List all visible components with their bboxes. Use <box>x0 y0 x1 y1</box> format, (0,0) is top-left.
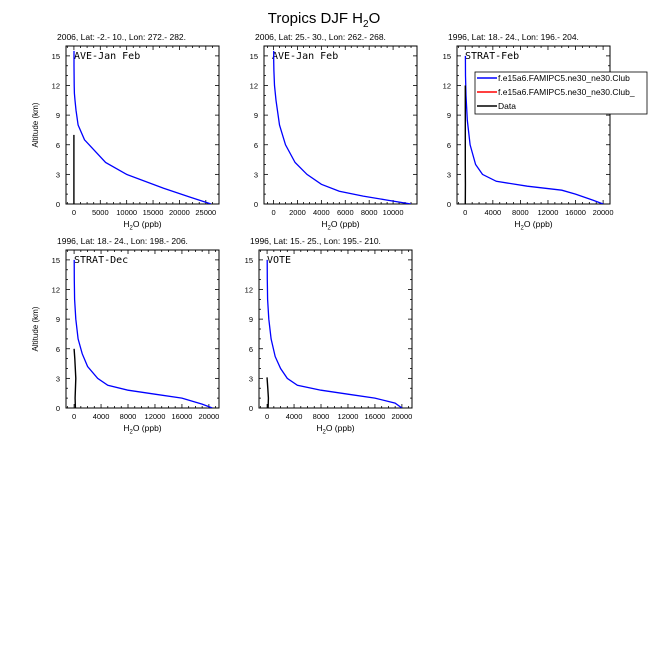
y-tick-label: 12 <box>52 286 60 295</box>
x-tick-label: 20000 <box>169 208 190 217</box>
legend: f.e15a6.FAMIPC5.ne30_ne30.Club f.e15a6.FA… <box>475 72 647 114</box>
panel-header: 1996, Lat: 18.- 24., Lon: 196.- 204. <box>448 32 579 42</box>
x-tick-label: 4000 <box>484 208 501 217</box>
x-tick-label: 25000 <box>195 208 216 217</box>
y-tick-label: 15 <box>443 52 451 61</box>
x-tick-label: 4000 <box>286 412 303 421</box>
panel-header: 2006, Lat: -2.- 10., Lon: 272.- 282. <box>57 32 186 42</box>
y-tick-label: 0 <box>249 404 253 413</box>
y-tick-label: 15 <box>52 256 60 265</box>
y-tick-label: 0 <box>56 404 60 413</box>
x-tick-label: 5000 <box>92 208 109 217</box>
x-tick-label: 20000 <box>391 412 412 421</box>
y-tick-label: 15 <box>245 256 253 265</box>
y-tick-label: 3 <box>249 374 253 383</box>
y-tick-label: 9 <box>249 315 253 324</box>
x-tick-label: 8000 <box>361 208 378 217</box>
x-tick-label: 10000 <box>116 208 137 217</box>
y-tick-label: 3 <box>56 170 60 179</box>
x-tick-label: 2000 <box>289 208 306 217</box>
y-tick-label: 6 <box>249 345 253 354</box>
y-tick-label: 6 <box>254 141 258 150</box>
x-tick-label: 12000 <box>538 208 559 217</box>
x-tick-label: 16000 <box>364 412 385 421</box>
y-tick-label: 0 <box>254 200 258 209</box>
x-tick-label: 20000 <box>198 412 219 421</box>
x-tick-label: 12000 <box>145 412 166 421</box>
panel-label: STRAT-Dec <box>74 255 128 266</box>
y-tick-label: 9 <box>254 111 258 120</box>
figure-title-tail: O <box>369 10 381 27</box>
y-tick-label: 3 <box>447 170 451 179</box>
y-tick-label: 9 <box>56 315 60 324</box>
x-tick-label: 12000 <box>338 412 359 421</box>
x-tick-label: 10000 <box>383 208 404 217</box>
y-tick-label: 0 <box>56 200 60 209</box>
panel-label: STRAT-Feb <box>465 51 519 62</box>
x-tick-label: 16000 <box>565 208 586 217</box>
panel-label: VOTE <box>267 255 291 266</box>
x-tick-label: 6000 <box>337 208 354 217</box>
y-tick-label: 12 <box>52 82 60 91</box>
panel-header: 1996, Lat: 15.- 25., Lon: 195.- 210. <box>250 236 381 246</box>
panel-header: 2006, Lat: 25.- 30., Lon: 262.- 268. <box>255 32 386 42</box>
panel-label: AVE-Jan Feb <box>272 51 338 62</box>
y-tick-label: 9 <box>56 111 60 120</box>
y-tick-label: 3 <box>56 374 60 383</box>
legend-label: f.e15a6.FAMIPC5.ne30_ne30.Club <box>498 73 630 83</box>
y-tick-label: 12 <box>443 82 451 91</box>
x-tick-label: 0 <box>265 412 269 421</box>
y-tick-label: 12 <box>245 286 253 295</box>
y-tick-label: 9 <box>447 111 451 120</box>
y-axis-label: Altitude (km) <box>31 102 40 147</box>
y-tick-label: 6 <box>56 141 60 150</box>
y-tick-label: 3 <box>254 170 258 179</box>
panel-header: 1996, Lat: 18.- 24., Lon: 198.- 206. <box>57 236 188 246</box>
x-tick-label: 16000 <box>171 412 192 421</box>
y-axis-label: Altitude (km) <box>31 306 40 351</box>
legend-label: f.e15a6.FAMIPC5.ne30_ne30.Club_ <box>498 87 635 97</box>
y-tick-label: 15 <box>250 52 258 61</box>
y-tick-label: 6 <box>56 345 60 354</box>
x-tick-label: 4000 <box>313 208 330 217</box>
y-tick-label: 12 <box>250 82 258 91</box>
y-tick-label: 15 <box>52 52 60 61</box>
panel-label: AVE-Jan Feb <box>74 51 140 62</box>
x-tick-label: 8000 <box>512 208 529 217</box>
x-tick-label: 0 <box>271 208 275 217</box>
x-tick-label: 8000 <box>313 412 330 421</box>
x-tick-label: 0 <box>72 208 76 217</box>
legend-label: Data <box>498 101 516 111</box>
x-tick-label: 0 <box>463 208 467 217</box>
x-tick-label: 0 <box>72 412 76 421</box>
x-tick-label: 8000 <box>120 412 137 421</box>
y-tick-label: 0 <box>447 200 451 209</box>
x-tick-label: 15000 <box>143 208 164 217</box>
y-tick-label: 6 <box>447 141 451 150</box>
figure-title-main: Tropics DJF H <box>268 10 363 27</box>
x-tick-label: 4000 <box>93 412 110 421</box>
x-tick-label: 20000 <box>593 208 614 217</box>
